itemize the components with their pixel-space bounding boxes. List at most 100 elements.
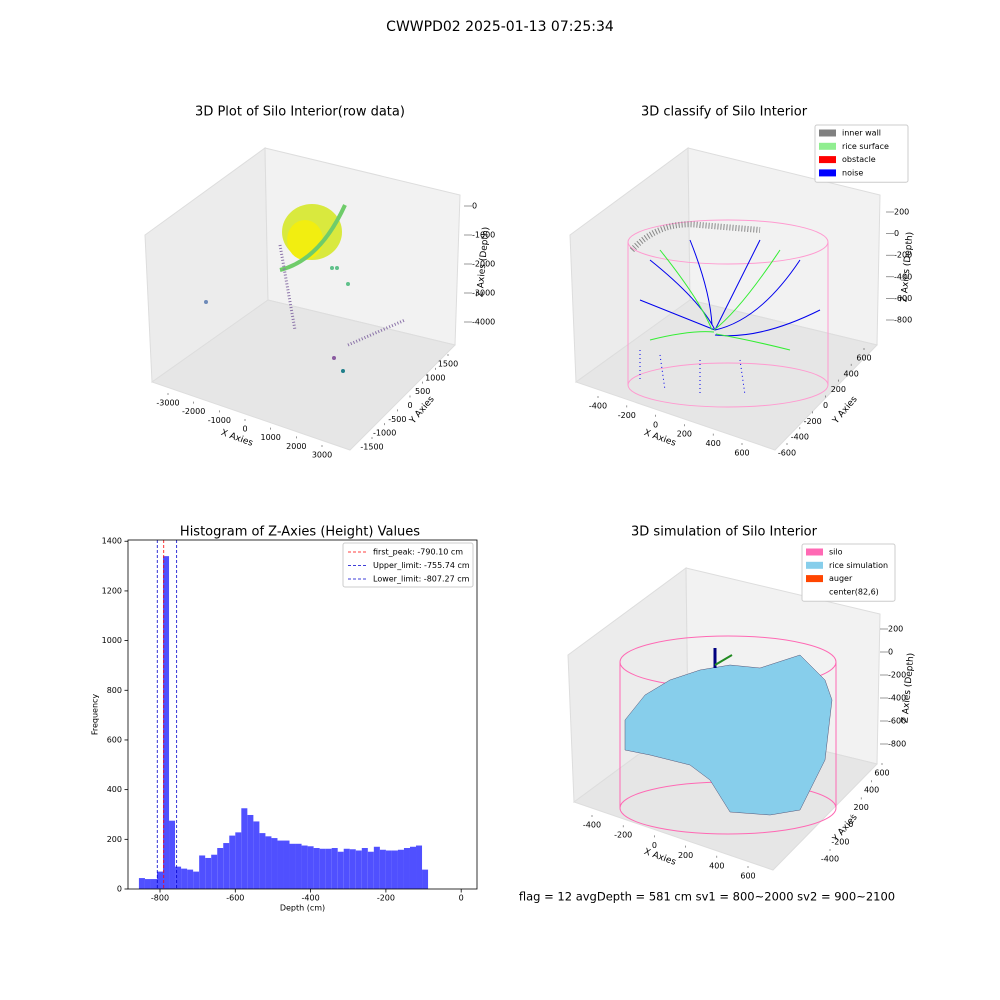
bar bbox=[211, 854, 218, 889]
bar bbox=[349, 849, 356, 889]
x-tick-label: -200 bbox=[614, 831, 632, 840]
z-tick-label: 200 bbox=[894, 208, 909, 217]
bar bbox=[223, 843, 230, 889]
bar bbox=[409, 846, 417, 889]
panes bbox=[144, 147, 461, 451]
bar bbox=[138, 878, 145, 889]
legend-label: inner wall bbox=[842, 129, 881, 138]
bar bbox=[301, 845, 308, 889]
bar bbox=[163, 556, 170, 889]
z-tick-label: 0 bbox=[472, 202, 477, 211]
legend-label: first_peak: -790.10 cm bbox=[373, 548, 463, 557]
bar bbox=[391, 850, 398, 889]
legend-swatch bbox=[806, 575, 823, 583]
bar bbox=[319, 848, 326, 889]
bar bbox=[295, 843, 302, 889]
y-tick-label: 600 bbox=[874, 769, 889, 778]
bar bbox=[385, 850, 392, 889]
bar bbox=[144, 879, 151, 889]
z-tick-label: -600 bbox=[894, 294, 912, 303]
bar bbox=[193, 871, 200, 889]
x-axis-label: Depth (cm) bbox=[280, 904, 325, 913]
x-tick-label: -600 bbox=[226, 894, 244, 903]
x-tick-label: 400 bbox=[706, 439, 721, 448]
z-tick-label: -400 bbox=[888, 694, 906, 703]
x-tick-label: -2000 bbox=[182, 407, 205, 416]
legend-label: rice simulation bbox=[829, 561, 888, 570]
bar bbox=[217, 848, 224, 889]
bar bbox=[253, 821, 260, 889]
y-tick-label: 0 bbox=[117, 885, 122, 894]
y-tick-label: 400 bbox=[844, 369, 859, 378]
bar bbox=[156, 871, 164, 889]
bar bbox=[325, 848, 332, 889]
x-tick-label: 0 bbox=[652, 841, 657, 850]
bar bbox=[289, 843, 296, 889]
plot-frame bbox=[127, 539, 478, 890]
y-axis-label: Frequency bbox=[91, 694, 100, 736]
z-tick-label: -600 bbox=[888, 717, 906, 726]
y-tick-label: -400 bbox=[821, 855, 839, 864]
bar bbox=[235, 832, 242, 889]
legend-box bbox=[342, 542, 474, 588]
silo-simulation bbox=[619, 635, 837, 835]
y-tick-label: -1000 bbox=[373, 429, 396, 438]
bar bbox=[277, 840, 284, 889]
z-tick-label: -4000 bbox=[472, 318, 495, 327]
y-tick-label: 1400 bbox=[102, 537, 122, 546]
bar bbox=[337, 851, 344, 889]
bar bbox=[229, 835, 236, 889]
y-tick-label: 1000 bbox=[102, 636, 122, 645]
bar bbox=[331, 848, 338, 889]
z-tick-label: 0 bbox=[888, 648, 893, 657]
x-tick-label: 200 bbox=[677, 430, 692, 439]
z-tick-label: -1000 bbox=[472, 231, 495, 240]
legend-swatch bbox=[806, 548, 823, 556]
bar bbox=[175, 866, 182, 889]
x-tick-label: 2000 bbox=[286, 442, 306, 451]
status-footer: flag = 12 avgDepth = 581 cm sv1 = 800~20… bbox=[519, 890, 895, 904]
x-tick-label: 600 bbox=[740, 872, 755, 881]
x-tick-label: 0 bbox=[242, 425, 247, 434]
y-tick-label: 1500 bbox=[438, 360, 458, 369]
bar bbox=[259, 833, 266, 889]
chart-title: 3D Plot of Silo Interior(row data) bbox=[195, 105, 405, 120]
legend-swatch bbox=[819, 156, 836, 164]
y-tick-label: 600 bbox=[107, 735, 122, 744]
y-tick-label: -200 bbox=[804, 417, 822, 426]
legend-label: obstacle bbox=[842, 155, 876, 164]
bar bbox=[187, 869, 194, 889]
bar bbox=[271, 838, 278, 889]
x-tick-label: 600 bbox=[734, 449, 749, 458]
y-tick-label: 200 bbox=[107, 835, 122, 844]
bar bbox=[416, 845, 423, 889]
classified-cloud bbox=[627, 219, 829, 408]
y-tick-label: 1200 bbox=[102, 586, 122, 595]
legend-swatch bbox=[819, 129, 836, 137]
x-tick-label: -400 bbox=[583, 821, 601, 830]
y-tick-label: 0 bbox=[848, 820, 853, 829]
x-tick-label: 0 bbox=[653, 420, 658, 429]
legend-label: noise bbox=[842, 168, 863, 177]
bar bbox=[367, 851, 374, 889]
legend-label: Lower_limit: -807.27 cm bbox=[373, 575, 470, 584]
z-tick-label: -800 bbox=[888, 740, 906, 749]
bar bbox=[373, 846, 380, 889]
legend-label: Upper_limit: -755.74 cm bbox=[373, 561, 470, 570]
x-tick-label: -1000 bbox=[208, 416, 231, 425]
x-tick-label: 0 bbox=[459, 894, 464, 903]
panes bbox=[569, 147, 881, 451]
x-tick-label: 400 bbox=[709, 861, 724, 870]
y-tick-label: 200 bbox=[854, 803, 869, 812]
y-tick-label: 0 bbox=[823, 401, 828, 410]
y-tick-label: 400 bbox=[107, 785, 122, 794]
z-tick-label: -200 bbox=[888, 671, 906, 680]
y-tick-label: 400 bbox=[864, 786, 879, 795]
legend-box bbox=[814, 124, 909, 183]
bar bbox=[199, 855, 206, 889]
bar bbox=[265, 836, 272, 889]
x-tick-label: 200 bbox=[678, 851, 693, 860]
bar bbox=[169, 820, 176, 889]
z-tick-label: -2000 bbox=[472, 260, 495, 269]
